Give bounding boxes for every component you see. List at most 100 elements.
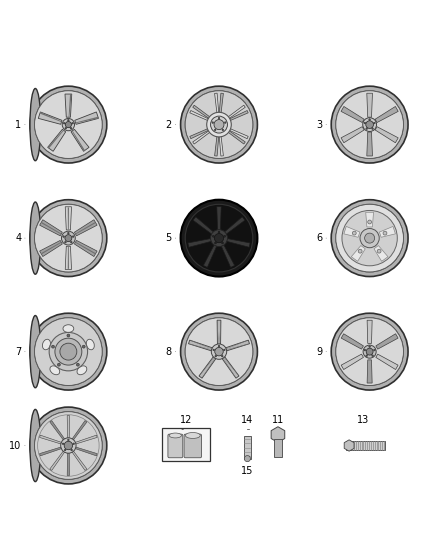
Polygon shape — [351, 246, 365, 261]
Circle shape — [211, 230, 227, 247]
Circle shape — [64, 449, 66, 451]
Polygon shape — [367, 93, 372, 117]
Circle shape — [363, 118, 377, 132]
Polygon shape — [190, 110, 212, 122]
Polygon shape — [375, 127, 398, 143]
Circle shape — [185, 204, 253, 272]
Ellipse shape — [30, 202, 41, 274]
Polygon shape — [227, 341, 247, 349]
Circle shape — [374, 122, 375, 124]
Circle shape — [76, 363, 79, 366]
Polygon shape — [190, 344, 211, 350]
Polygon shape — [226, 110, 248, 122]
Circle shape — [222, 356, 223, 357]
Circle shape — [215, 356, 216, 357]
Polygon shape — [226, 127, 248, 139]
Polygon shape — [225, 129, 245, 144]
Circle shape — [61, 231, 75, 245]
Circle shape — [180, 200, 258, 277]
FancyBboxPatch shape — [184, 434, 201, 458]
Text: 3: 3 — [316, 119, 322, 130]
Text: 12: 12 — [180, 415, 192, 425]
Polygon shape — [39, 447, 61, 456]
Circle shape — [366, 121, 374, 128]
Polygon shape — [221, 244, 235, 268]
Circle shape — [71, 449, 73, 451]
Polygon shape — [193, 129, 213, 144]
Circle shape — [222, 129, 224, 131]
Polygon shape — [367, 320, 372, 343]
Circle shape — [211, 116, 227, 133]
Polygon shape — [222, 357, 239, 378]
Polygon shape — [366, 212, 374, 227]
Circle shape — [369, 119, 371, 120]
Circle shape — [180, 313, 258, 390]
Circle shape — [35, 91, 102, 158]
Polygon shape — [200, 358, 214, 375]
Polygon shape — [367, 360, 372, 383]
Polygon shape — [68, 207, 69, 230]
Polygon shape — [40, 112, 61, 122]
Polygon shape — [74, 220, 97, 236]
Ellipse shape — [77, 366, 87, 375]
Polygon shape — [39, 435, 61, 444]
Circle shape — [71, 241, 72, 243]
Polygon shape — [75, 222, 95, 235]
Circle shape — [67, 232, 69, 234]
Circle shape — [214, 119, 224, 130]
Circle shape — [224, 122, 226, 124]
Polygon shape — [48, 130, 64, 148]
Circle shape — [72, 236, 74, 237]
Circle shape — [35, 411, 102, 479]
Polygon shape — [341, 127, 364, 143]
Circle shape — [383, 231, 387, 235]
Circle shape — [185, 91, 253, 158]
Circle shape — [30, 86, 107, 163]
Circle shape — [212, 235, 214, 237]
Polygon shape — [65, 246, 71, 270]
Polygon shape — [74, 240, 97, 256]
Polygon shape — [76, 117, 99, 123]
Circle shape — [336, 318, 403, 385]
Circle shape — [185, 318, 253, 385]
Polygon shape — [50, 421, 64, 440]
Circle shape — [35, 318, 102, 385]
Polygon shape — [215, 133, 219, 156]
Ellipse shape — [42, 340, 50, 350]
Text: 8: 8 — [166, 346, 172, 357]
Circle shape — [67, 119, 69, 121]
Circle shape — [372, 128, 374, 130]
Circle shape — [366, 355, 367, 357]
Polygon shape — [65, 207, 71, 230]
Polygon shape — [71, 130, 89, 151]
Circle shape — [377, 249, 381, 253]
Text: 10: 10 — [9, 440, 21, 450]
Circle shape — [244, 456, 251, 462]
Text: 6: 6 — [316, 233, 322, 243]
Circle shape — [364, 349, 366, 351]
Text: 2: 2 — [166, 119, 172, 130]
Ellipse shape — [63, 325, 74, 333]
Circle shape — [331, 86, 408, 163]
Polygon shape — [223, 359, 235, 377]
Circle shape — [360, 229, 379, 248]
Polygon shape — [219, 322, 221, 343]
Polygon shape — [227, 344, 248, 350]
FancyBboxPatch shape — [162, 429, 210, 461]
Polygon shape — [219, 93, 223, 116]
Polygon shape — [341, 107, 364, 123]
Circle shape — [73, 443, 74, 445]
Circle shape — [207, 112, 231, 137]
Polygon shape — [65, 94, 72, 117]
Polygon shape — [367, 132, 372, 156]
Circle shape — [218, 231, 220, 233]
Text: 5: 5 — [166, 233, 172, 243]
Circle shape — [212, 122, 214, 124]
Circle shape — [30, 200, 107, 277]
Circle shape — [336, 204, 403, 272]
Circle shape — [52, 345, 54, 348]
FancyBboxPatch shape — [168, 434, 183, 458]
Text: 15: 15 — [241, 466, 254, 477]
Circle shape — [72, 123, 74, 124]
Circle shape — [30, 407, 107, 484]
